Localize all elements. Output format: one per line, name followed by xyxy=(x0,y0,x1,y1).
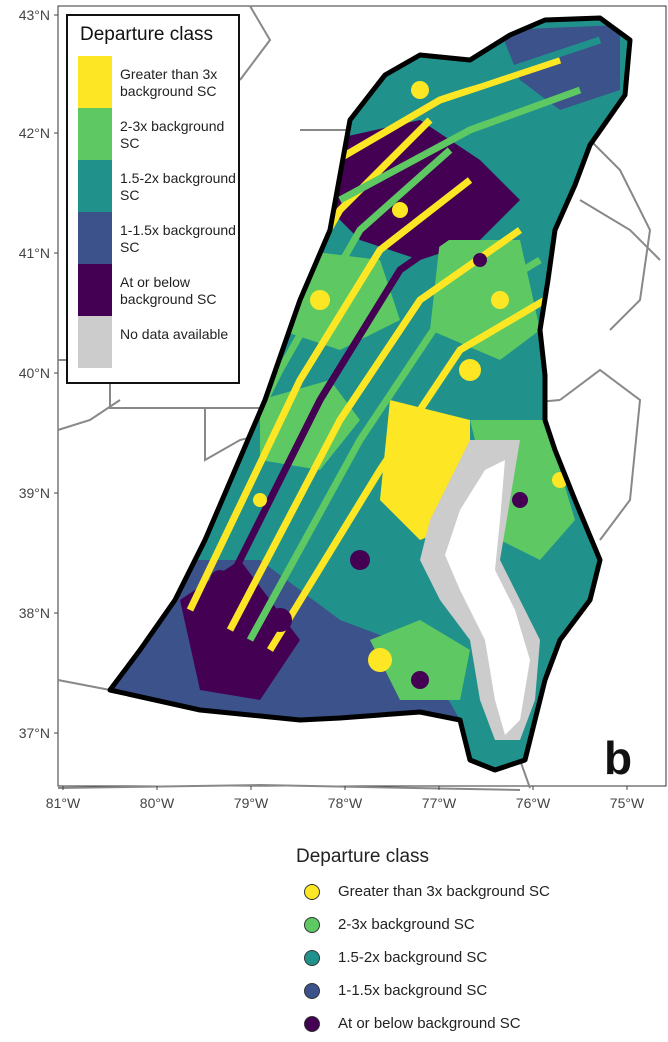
legend-dot xyxy=(304,983,320,999)
inset-legend-item: 2-3x background SC xyxy=(78,108,238,160)
inset-legend-item: At or below background SC xyxy=(78,264,238,316)
lat-tick-label: 39°N xyxy=(19,485,50,501)
inset-legend-item: 1.5-2x background SC xyxy=(78,160,238,212)
lat-tick-label: 38°N xyxy=(19,605,50,621)
legend-dot xyxy=(304,917,320,933)
legend-dot xyxy=(304,1016,320,1032)
study-region-outline xyxy=(107,15,633,773)
legend-label: Greater than 3x background SC xyxy=(120,66,218,99)
legend-label: 2-3x background SC xyxy=(120,118,225,151)
inset-legend-item: Greater than 3x background SC xyxy=(78,56,238,108)
bottom-legend-item: At or below background SC xyxy=(304,1014,624,1036)
inset-legend: Departure class Greater than 3x backgrou… xyxy=(66,14,240,384)
legend-swatch xyxy=(78,56,112,108)
lon-tick-label: 77°W xyxy=(422,795,457,811)
lon-tick-label: 80°W xyxy=(140,795,175,811)
lon-tick-label: 79°W xyxy=(234,795,269,811)
bottom-legend-item: Greater than 3x background SC xyxy=(304,882,624,904)
legend-swatch xyxy=(78,316,112,368)
latitude-axis: 43°N 42°N 41°N 40°N 39°N 38°N 37°N xyxy=(19,7,58,741)
legend-label: 1.5-2x background SC xyxy=(338,949,488,966)
legend-label: 2-3x background SC xyxy=(338,916,475,933)
departure-raster xyxy=(110,18,630,770)
legend-label: At or below background SC xyxy=(120,274,217,307)
bottom-legend-item: 1-1.5x background SC xyxy=(304,981,624,1003)
legend-label: 1-1.5x background SC xyxy=(120,222,236,255)
bottom-legend: Departure class Greater than 3x backgrou… xyxy=(296,842,636,1042)
legend-swatch xyxy=(78,108,112,160)
lon-tick-label: 78°W xyxy=(328,795,363,811)
legend-swatch xyxy=(78,264,112,316)
bottom-legend-title: Departure class xyxy=(296,846,430,867)
longitude-axis: 81°W 80°W 79°W 78°W 77°W 76°W 75°W xyxy=(46,786,645,811)
bottom-legend-item: 2-3x background SC xyxy=(304,915,624,937)
lat-tick-label: 37°N xyxy=(19,725,50,741)
lon-tick-label: 75°W xyxy=(610,795,645,811)
legend-label: No data available xyxy=(120,326,229,342)
bottom-legend-item: 1.5-2x background SC xyxy=(304,948,624,970)
legend-label: 1.5-2x background SC xyxy=(120,170,236,203)
lon-tick-label: 81°W xyxy=(46,795,81,811)
inset-legend-item: 1-1.5x background SC xyxy=(78,212,238,264)
legend-label: Greater than 3x background SC xyxy=(338,883,550,900)
legend-swatch xyxy=(78,160,112,212)
lon-tick-label: 76°W xyxy=(516,795,551,811)
legend-label: 1-1.5x background SC xyxy=(338,982,488,999)
legend-dot xyxy=(304,884,320,900)
legend-dot xyxy=(304,950,320,966)
inset-legend-title: Departure class xyxy=(80,24,214,45)
inset-legend-item: No data available xyxy=(78,316,238,368)
lat-tick-label: 41°N xyxy=(19,245,50,261)
legend-label: At or below background SC xyxy=(338,1015,521,1032)
panel-label: b xyxy=(604,732,632,784)
lat-tick-label: 43°N xyxy=(19,7,50,23)
lat-tick-label: 42°N xyxy=(19,125,50,141)
legend-swatch xyxy=(78,212,112,264)
lat-tick-label: 40°N xyxy=(19,365,50,381)
